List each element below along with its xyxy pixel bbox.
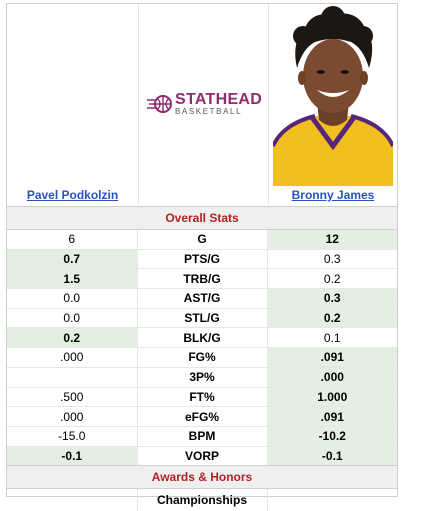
left-player-value: 0.2 — [7, 327, 137, 348]
stat-row: .000 eFG% .091 — [7, 406, 397, 427]
right-player-value: 0.2 — [267, 307, 397, 328]
left-player-link[interactable]: Pavel Podkolzin — [26, 188, 119, 202]
stat-label: G — [136, 229, 268, 250]
stat-row: -0.1 VORP -0.1 — [7, 445, 397, 466]
stat-row: 0.0 AST/G 0.3 — [7, 288, 397, 309]
left-player-name: Pavel Podkolzin — [7, 188, 138, 202]
stathead-logo[interactable]: STATHEAD BASKETBALL — [147, 92, 265, 118]
right-player-value: .091 — [267, 406, 397, 427]
stat-row: 3P% .000 — [7, 366, 397, 387]
stat-label: PTS/G — [136, 248, 268, 269]
stat-label: FG% — [136, 347, 268, 368]
right-player-value: -10.2 — [267, 425, 397, 447]
right-player-value: .091 — [267, 347, 397, 368]
right-player-value: 0.3 — [267, 248, 397, 269]
right-player-value: 1.000 — [267, 386, 397, 407]
stat-row: .000 FG% .091 — [7, 347, 397, 368]
championships-row: Championships — [7, 488, 397, 511]
comparison-card: Pavel Podkolzin STATHEAD BASKETBALL — [6, 3, 398, 511]
stat-label: STL/G — [136, 307, 268, 328]
left-player-value: -0.1 — [7, 445, 137, 466]
left-player-value: .000 — [7, 406, 137, 427]
left-player-value: 0.7 — [7, 248, 137, 269]
right-player-column: Bronny James — [269, 4, 397, 205]
left-player-value: 0.0 — [7, 288, 137, 309]
right-player-value: .000 — [267, 366, 397, 387]
championships-label: Championships — [136, 488, 268, 511]
right-player-value: -0.1 — [267, 445, 397, 466]
player-headshot — [273, 6, 393, 186]
left-player-value: .000 — [7, 347, 137, 368]
logo-word-stathead: STATHEAD — [175, 91, 263, 108]
stat-row: 1.5 TRB/G 0.2 — [7, 268, 397, 289]
stat-label: eFG% — [136, 406, 268, 427]
awards-header: Awards & Honors — [7, 465, 397, 490]
left-player-value: 0.0 — [7, 307, 137, 328]
player-header: Pavel Podkolzin STATHEAD BASKETBALL — [7, 4, 397, 205]
right-player-value: 0.1 — [267, 327, 397, 348]
stat-row: 0.0 STL/G 0.2 — [7, 307, 397, 328]
stat-row: 0.7 PTS/G 0.3 — [7, 248, 397, 269]
left-player-value: 1.5 — [7, 268, 137, 289]
right-player-value: 0.2 — [267, 268, 397, 289]
stat-label: FT% — [136, 386, 268, 407]
stat-label: BLK/G — [136, 327, 268, 348]
logo-word-basketball: BASKETBALL — [175, 107, 243, 116]
logo-column: STATHEAD BASKETBALL — [138, 4, 269, 205]
right-player-name: Bronny James — [269, 188, 397, 202]
stat-label: TRB/G — [136, 268, 268, 289]
stat-label: 3P% — [136, 366, 268, 387]
right-player-value: 12 — [267, 229, 397, 250]
overall-stats-header: Overall Stats — [7, 206, 397, 230]
left-player-value — [7, 366, 137, 387]
awards-title: Awards & Honors — [7, 465, 397, 490]
stats-table: Overall Stats 6 G 12 0.7 PTS/G 0.3 1.5 TRB/G 0.2… — [7, 206, 397, 511]
left-player-value: -15.0 — [7, 425, 137, 447]
stat-row: -15.0 BPM -10.2 — [7, 425, 397, 447]
right-championships-value — [267, 488, 397, 511]
stat-label: AST/G — [136, 288, 268, 309]
right-player-value: 0.3 — [267, 288, 397, 309]
stathead-logo-icon — [147, 95, 172, 113]
stat-row: 6 G 12 — [7, 229, 397, 250]
right-player-link[interactable]: Bronny James — [291, 188, 375, 202]
left-championships-value — [7, 488, 137, 511]
stat-row: .500 FT% 1.000 — [7, 386, 397, 407]
stat-label: VORP — [136, 445, 268, 466]
left-player-value: 6 — [7, 229, 137, 250]
overall-stats-title: Overall Stats — [7, 206, 397, 230]
stat-row: 0.2 BLK/G 0.1 — [7, 327, 397, 348]
left-player-value: .500 — [7, 386, 137, 407]
stat-label: BPM — [136, 425, 268, 447]
left-player-column: Pavel Podkolzin — [7, 4, 138, 205]
